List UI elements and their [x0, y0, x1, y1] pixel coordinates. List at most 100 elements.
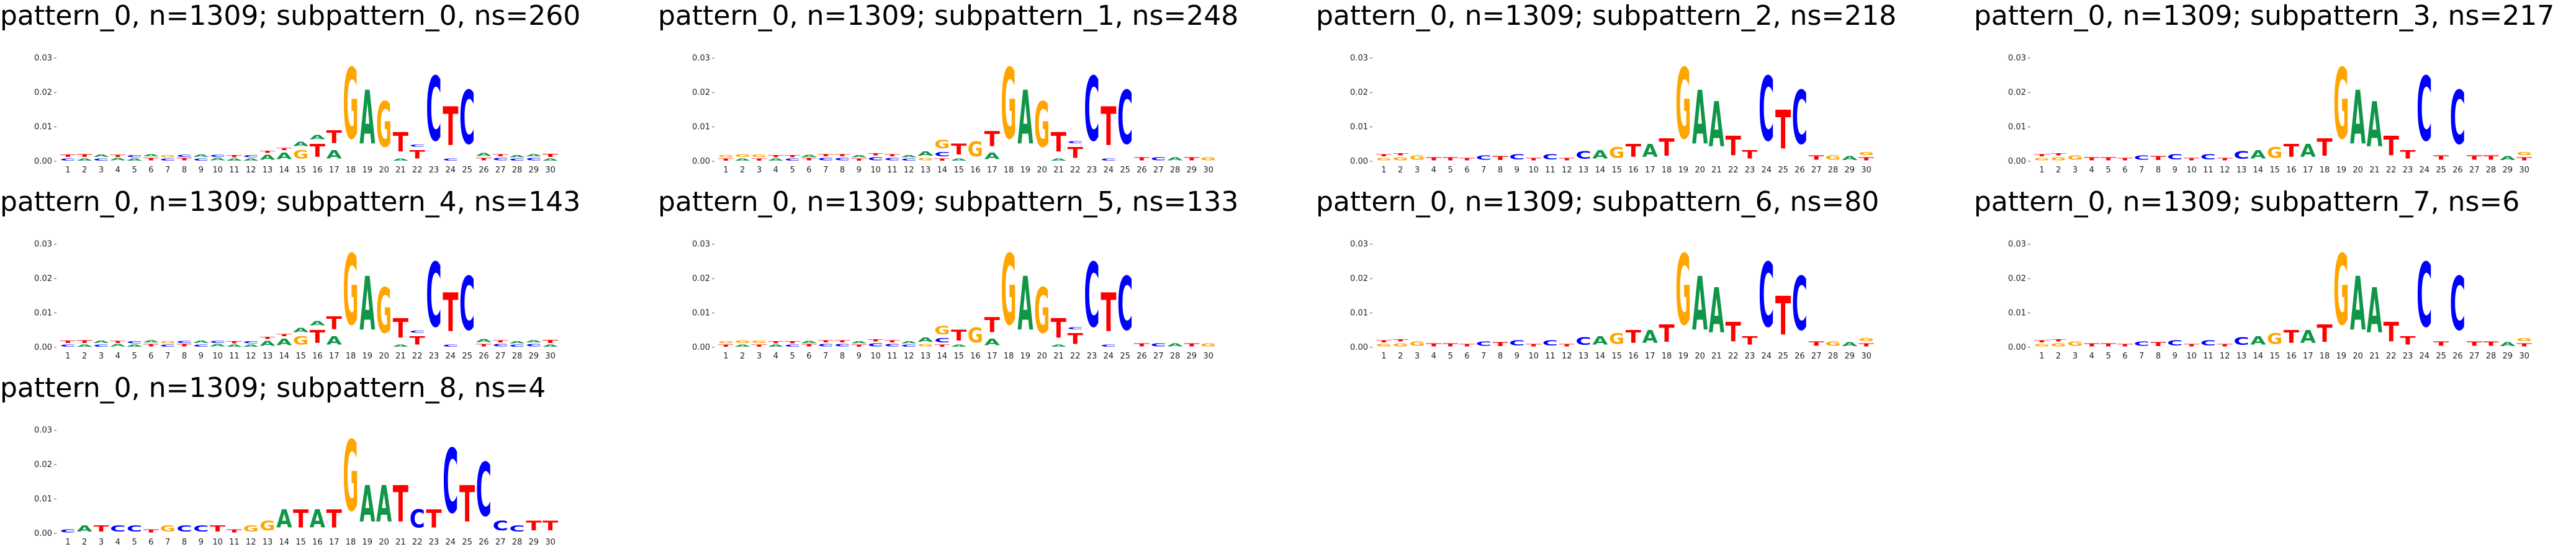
logo-letter-A: A	[1017, 76, 1033, 161]
x-tick-label: 12	[904, 166, 914, 175]
logo-letter-A: A	[276, 337, 292, 347]
x-tick-label: 5	[790, 352, 795, 361]
logo-letter-T: T	[410, 148, 425, 161]
logo-letter-G: G	[1200, 342, 1216, 347]
x-tick-label: 21	[395, 352, 406, 361]
logo-letter-A: A	[1051, 158, 1066, 162]
logo-letter-A: A	[917, 336, 934, 343]
panel-title: pattern_0, n=1309; subpattern_1, ns=248	[658, 0, 1239, 32]
logo-letter-T: T	[2217, 157, 2233, 161]
x-tick-label: 8	[1498, 352, 1503, 361]
logo-letter-T: T	[751, 344, 767, 347]
x-tick-label: 11	[229, 538, 240, 547]
x-tick-label: 16	[312, 166, 323, 175]
sequence-logo: 0.000.010.020.03C1A2T3C4C5T6G7C8C9T10T11…	[34, 413, 559, 547]
logo-letter-G: G	[1609, 331, 1624, 348]
logo-letter-C: C	[493, 157, 508, 161]
logo-letter-A: A	[2300, 327, 2317, 348]
x-tick-label: 7	[823, 166, 828, 175]
logo-letter-C: C	[93, 158, 109, 161]
x-tick-label: 12	[2220, 352, 2230, 361]
logo-letter-T: T	[1184, 156, 1199, 161]
x-tick-label: 20	[1037, 166, 1047, 175]
logo-letter-G: G	[259, 519, 275, 534]
logo-letter-T: T	[1775, 100, 1791, 162]
x-tick-label: 25	[1778, 352, 1788, 361]
logo-letter-G: G	[343, 420, 358, 533]
x-tick-label: 19	[363, 166, 373, 175]
x-tick-label: 16	[970, 166, 981, 175]
logo-letter-G: G	[2034, 158, 2050, 161]
x-tick-label: 5	[1448, 166, 1452, 175]
x-tick-label: 23	[1087, 352, 1097, 361]
x-tick-label: 4	[773, 352, 778, 361]
x-tick-label: 8	[840, 166, 845, 175]
x-tick-label: 27	[1153, 166, 1164, 175]
logo-letter-C: C	[93, 344, 109, 347]
x-tick-label: 9	[1515, 352, 1520, 361]
logo-letter-T: T	[459, 475, 475, 533]
x-tick-label: 18	[1004, 166, 1014, 175]
x-tick-label: 7	[165, 166, 170, 175]
x-tick-label: 20	[2353, 166, 2363, 175]
x-tick-label: 23	[429, 538, 439, 547]
x-tick-label: 3	[1415, 352, 1420, 361]
logo-letter-A: A	[951, 158, 966, 162]
x-tick-label: 2	[1398, 352, 1403, 361]
logo-letter-C: C	[2450, 262, 2466, 348]
logo-letter-T: T	[718, 344, 734, 347]
x-tick-label: 22	[1728, 166, 1739, 175]
x-tick-label: 5	[1448, 352, 1452, 361]
x-tick-label: 25	[462, 166, 472, 175]
logo-letter-C: C	[1117, 76, 1133, 162]
x-tick-label: 21	[1711, 166, 1722, 175]
x-tick-label: 14	[1595, 166, 1606, 175]
x-tick-label: 3	[2073, 352, 2078, 361]
logo-letter-C: C	[509, 344, 525, 347]
logo-letter-T: T	[2400, 148, 2415, 161]
logo-letter-G: G	[1001, 48, 1016, 161]
x-tick-label: 15	[1611, 352, 1622, 361]
x-tick-label: 9	[199, 166, 204, 175]
x-tick-label: 30	[1203, 352, 1214, 361]
x-tick-label: 20	[1037, 352, 1047, 361]
y-tick-label: 0.00	[34, 343, 52, 352]
logo-letter-C: C	[243, 341, 259, 344]
logo-letter-T: T	[493, 154, 508, 157]
logo-letter-C: C	[410, 144, 425, 148]
logo-letter-A: A	[193, 154, 209, 158]
logo-letter-A: A	[1842, 155, 1858, 161]
logo-letter-C: C	[1575, 336, 1591, 347]
logo-letter-G: G	[1393, 342, 1408, 347]
logo-letter-T: T	[210, 523, 225, 533]
logo-panel: pattern_0, n=1309; subpattern_2, ns=218 0…	[1316, 0, 1968, 180]
logo-letter-A: A	[2250, 148, 2266, 161]
logo-letter-T: T	[276, 334, 292, 337]
logo-panel: pattern_0, n=1309; subpattern_0, ns=260 0…	[0, 0, 652, 180]
logo-letter-A: A	[110, 158, 125, 161]
logo-letter-C: C	[60, 344, 76, 347]
logo-letter-C: C	[2416, 59, 2432, 161]
logo-letter-T: T	[60, 340, 76, 344]
x-tick-label: 14	[279, 166, 290, 175]
logo-letter-T: T	[543, 153, 558, 158]
logo-letter-A: A	[2367, 90, 2382, 162]
x-tick-label: 30	[2519, 352, 2529, 361]
logo-letter-C: C	[426, 59, 441, 161]
logo-letter-C: C	[1759, 59, 1774, 161]
x-tick-label: 10	[1528, 166, 1539, 175]
logo-letter-A: A	[359, 476, 375, 533]
logo-letter-G: G	[751, 154, 767, 158]
logo-letter-T: T	[1742, 334, 1757, 347]
x-tick-label: 24	[446, 538, 456, 547]
x-tick-label: 6	[2122, 166, 2127, 175]
logo-letter-T: T	[543, 519, 559, 534]
x-tick-label: 30	[545, 538, 556, 547]
x-tick-label: 25	[1120, 166, 1130, 175]
x-tick-label: 23	[429, 352, 439, 361]
x-tick-label: 2	[2056, 352, 2061, 361]
logo-letter-T: T	[2101, 156, 2116, 161]
x-tick-label: 29	[1187, 166, 1197, 175]
logo-letter-T: T	[751, 158, 767, 161]
x-tick-label: 27	[1811, 166, 1822, 175]
